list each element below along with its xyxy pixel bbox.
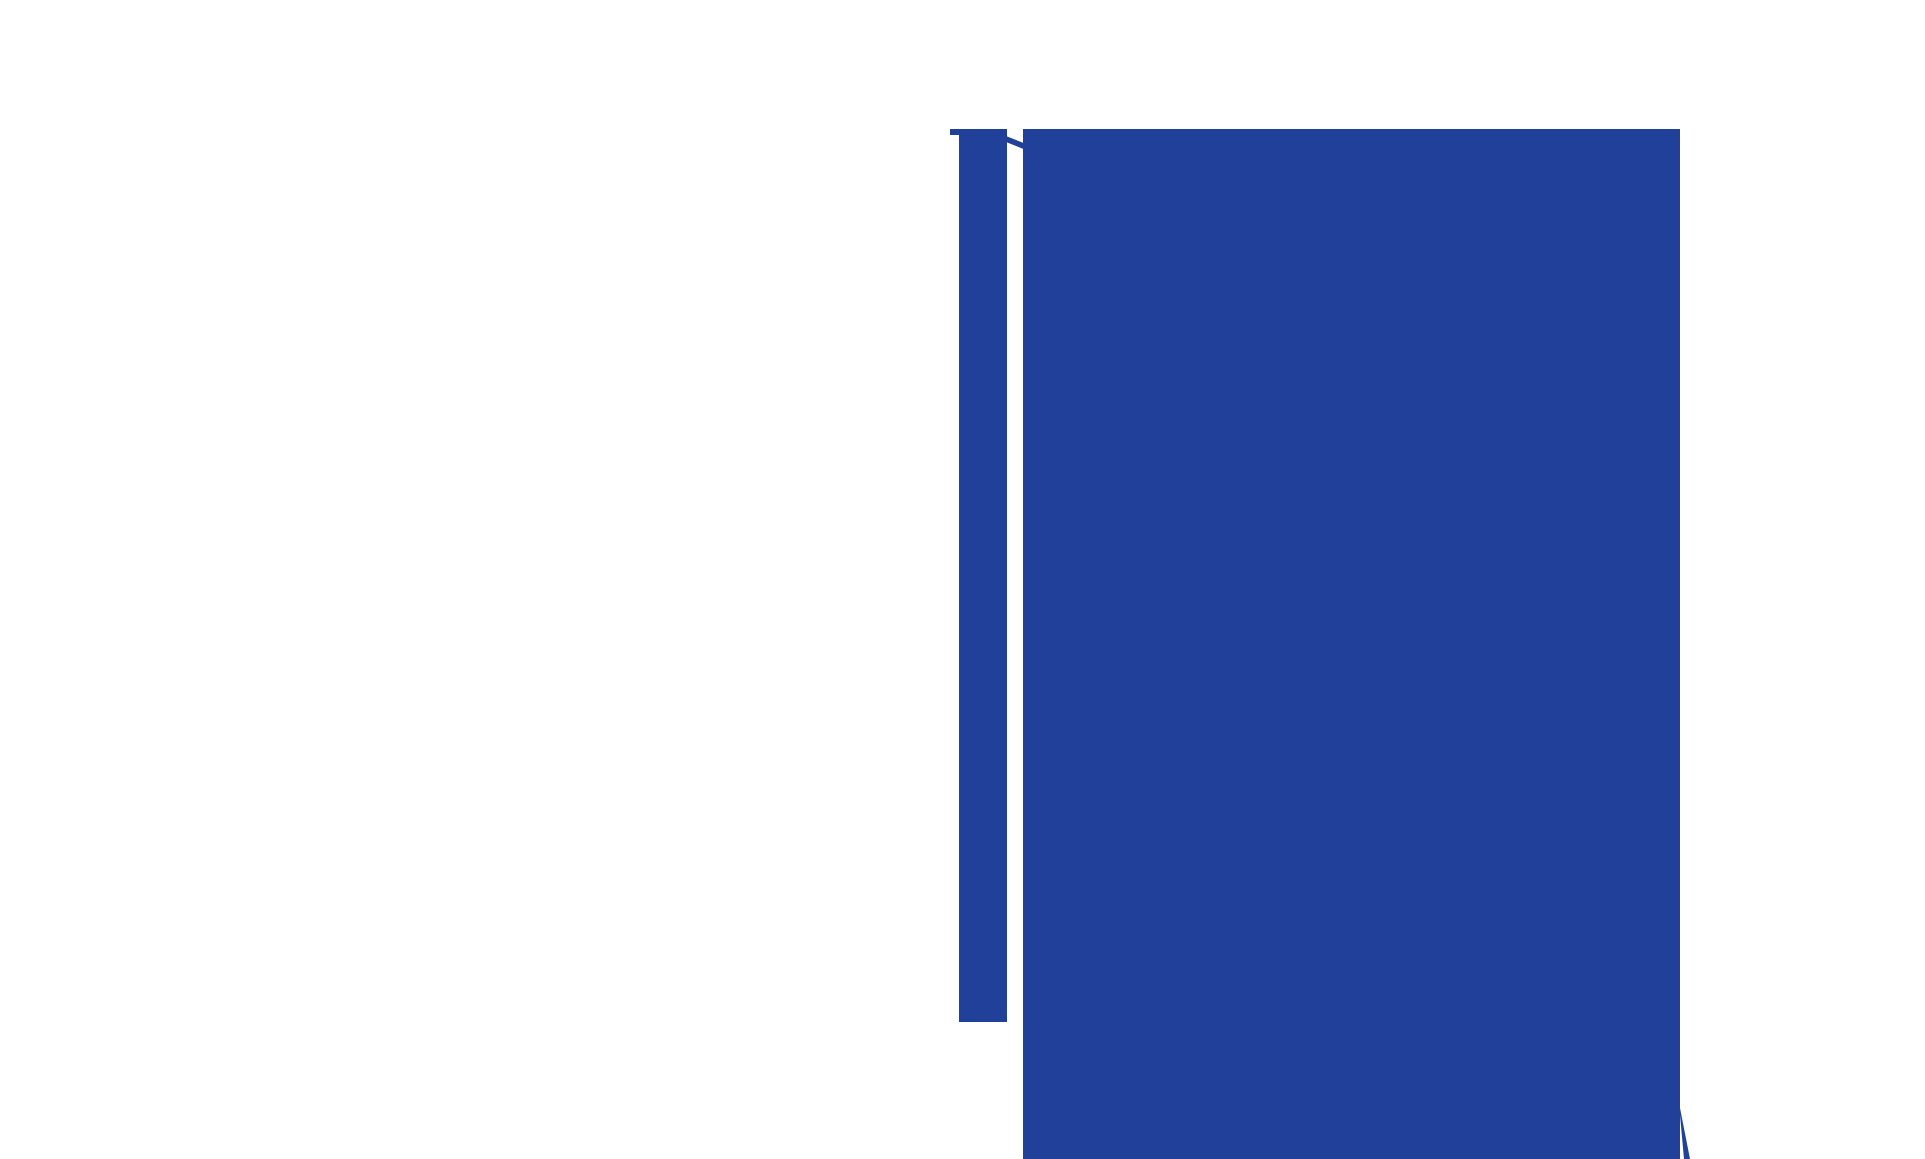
glyph-main-block [1023,129,1680,1159]
glyph-left-stem [959,129,1007,1022]
glyph-connector-diagonal [1006,136,1026,150]
glyph-tail-diagonal [1680,1108,1690,1159]
